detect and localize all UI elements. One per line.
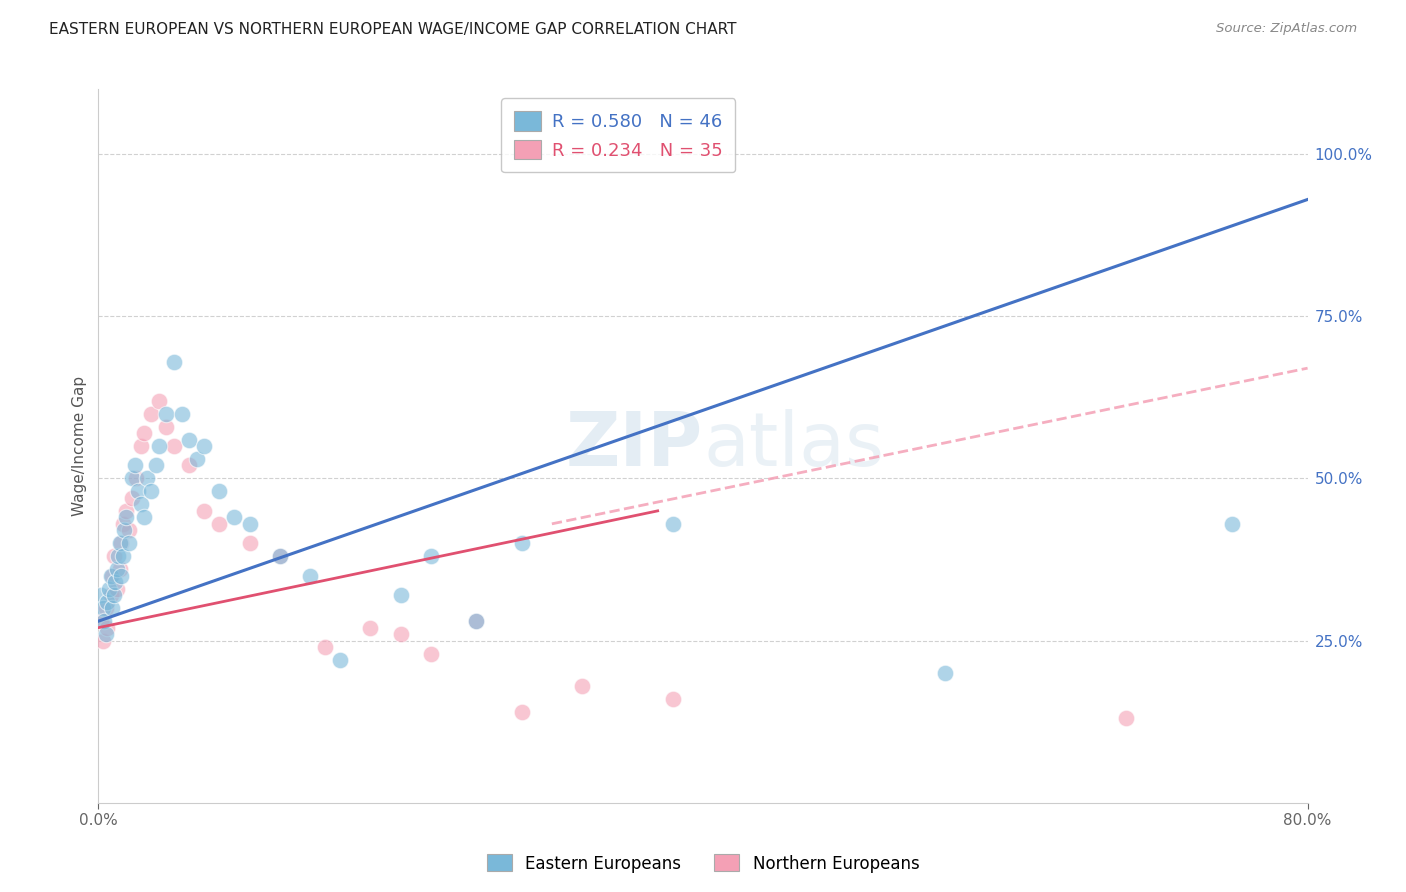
Point: [179, 458, 201, 473]
Text: atlas: atlas: [703, 409, 884, 483]
Point: [510, 705, 533, 719]
Point: [1220, 516, 1243, 531]
Point: [155, 407, 177, 421]
Point: [661, 516, 683, 531]
Point: [208, 516, 231, 531]
Point: [127, 484, 149, 499]
Point: [141, 484, 163, 499]
Point: [114, 510, 136, 524]
Point: [110, 536, 132, 550]
Point: [179, 433, 201, 447]
Point: [389, 627, 412, 641]
Point: [105, 582, 128, 596]
Point: [94, 601, 117, 615]
Text: EASTERN EUROPEAN VS NORTHERN EUROPEAN WAGE/INCOME GAP CORRELATION CHART: EASTERN EUROPEAN VS NORTHERN EUROPEAN WA…: [49, 22, 737, 37]
Point: [101, 601, 124, 615]
Point: [108, 562, 131, 576]
Point: [148, 393, 170, 408]
Point: [420, 647, 443, 661]
Point: [239, 516, 262, 531]
Point: [661, 692, 683, 706]
Point: [269, 549, 291, 564]
Point: [96, 595, 118, 609]
Point: [91, 601, 114, 615]
Point: [108, 536, 131, 550]
Legend: Eastern Europeans, Northern Europeans: Eastern Europeans, Northern Europeans: [479, 847, 927, 880]
Point: [170, 407, 193, 421]
Point: [94, 627, 117, 641]
Point: [163, 439, 186, 453]
Point: [148, 439, 170, 453]
Point: [329, 653, 352, 667]
Point: [112, 524, 135, 538]
Text: ZIP: ZIP: [565, 409, 703, 483]
Text: Source: ZipAtlas.com: Source: ZipAtlas.com: [1216, 22, 1357, 36]
Point: [93, 614, 115, 628]
Point: [186, 452, 208, 467]
Point: [224, 510, 246, 524]
Point: [118, 524, 141, 538]
Point: [110, 568, 132, 582]
Point: [1115, 711, 1137, 725]
Point: [107, 549, 129, 564]
Point: [465, 614, 488, 628]
Point: [465, 614, 488, 628]
Point: [135, 471, 157, 485]
Point: [571, 679, 593, 693]
Legend: R = 0.580   N = 46, R = 0.234   N = 35: R = 0.580 N = 46, R = 0.234 N = 35: [502, 98, 735, 172]
Point: [239, 536, 262, 550]
Point: [163, 354, 186, 368]
Point: [103, 549, 125, 564]
Point: [118, 536, 141, 550]
Point: [132, 425, 155, 440]
Point: [100, 588, 122, 602]
Point: [101, 568, 124, 582]
Point: [934, 666, 956, 681]
Point: [125, 471, 148, 485]
Point: [145, 458, 167, 473]
Point: [121, 471, 143, 485]
Point: [132, 510, 155, 524]
Point: [104, 575, 127, 590]
Point: [510, 536, 533, 550]
Point: [91, 633, 114, 648]
Point: [114, 504, 136, 518]
Point: [141, 407, 163, 421]
Point: [103, 588, 125, 602]
Point: [100, 568, 122, 582]
Point: [90, 588, 112, 602]
Point: [193, 504, 215, 518]
Point: [360, 621, 382, 635]
Y-axis label: Wage/Income Gap: Wage/Income Gap: [72, 376, 87, 516]
Point: [129, 497, 152, 511]
Point: [129, 439, 152, 453]
Point: [105, 562, 128, 576]
Point: [111, 549, 134, 564]
Point: [121, 491, 143, 505]
Point: [90, 614, 112, 628]
Point: [299, 568, 322, 582]
Point: [420, 549, 443, 564]
Point: [124, 458, 146, 473]
Point: [314, 640, 336, 654]
Point: [98, 582, 121, 596]
Point: [111, 516, 134, 531]
Point: [155, 419, 177, 434]
Point: [96, 621, 118, 635]
Point: [389, 588, 412, 602]
Point: [269, 549, 291, 564]
Point: [208, 484, 231, 499]
Point: [193, 439, 215, 453]
